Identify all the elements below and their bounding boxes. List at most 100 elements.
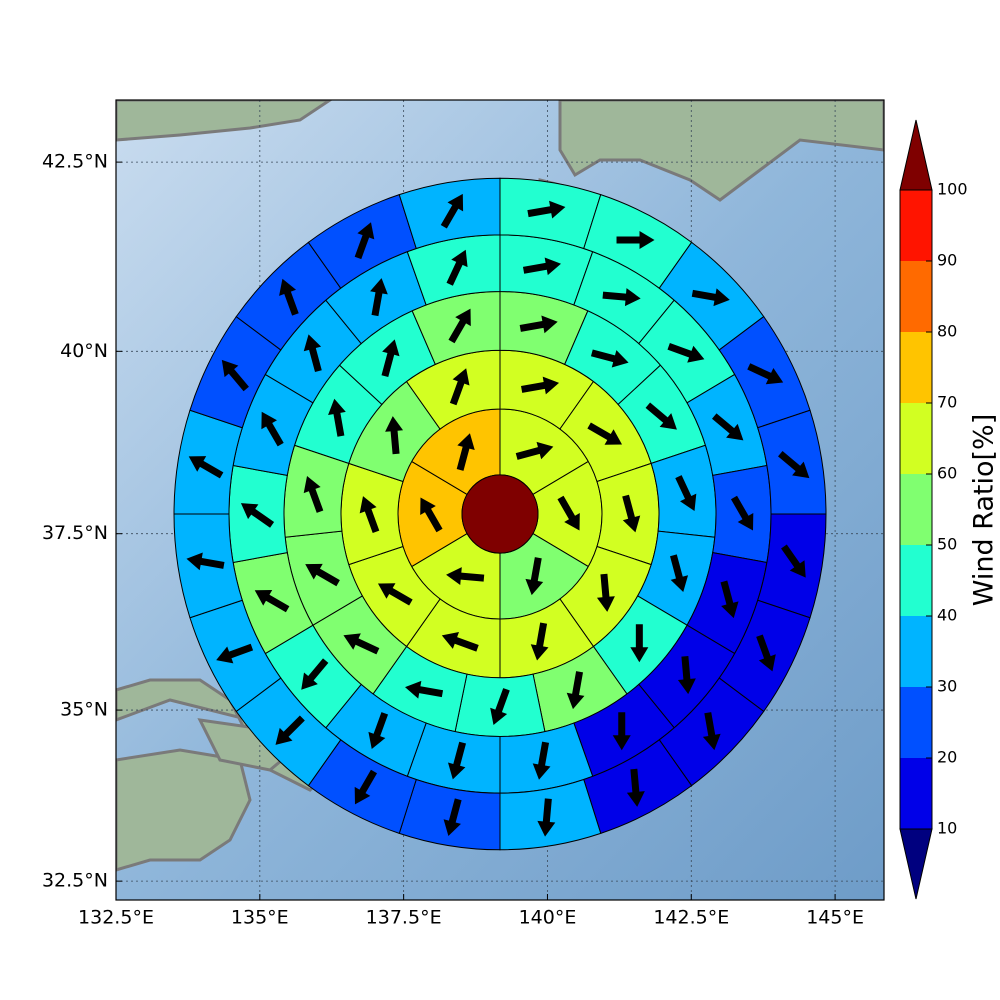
- wind-arrow: [730, 495, 754, 531]
- wind-arrow: [490, 688, 510, 725]
- wind-arrow: [527, 200, 566, 219]
- wind-arrow: [420, 497, 443, 533]
- wind-arrow: [645, 402, 677, 430]
- y-tick-label: 42.5°N: [42, 151, 108, 173]
- colorbar-over: [899, 119, 933, 191]
- wind-arrow: [602, 288, 641, 307]
- colorbar-segment: [900, 758, 932, 829]
- wind-arrow: [221, 359, 249, 392]
- wind-arrow: [557, 495, 580, 531]
- wind-arrow: [616, 231, 655, 250]
- wind-arrow: [626, 768, 645, 807]
- map-frame: [115, 99, 885, 901]
- colorbar-tick-label: 60: [937, 464, 957, 483]
- wind-arrow: [301, 658, 329, 690]
- colorbar-tick-label: 40: [937, 606, 957, 625]
- wind-arrow: [240, 503, 275, 528]
- wind-arrow: [261, 411, 284, 447]
- wind-arrow: [279, 278, 299, 316]
- wind-arrow: [216, 643, 254, 664]
- wind-arrow: [328, 398, 346, 437]
- colorbar-segment: [900, 474, 932, 545]
- x-tick-label: 137.5°E: [366, 907, 442, 929]
- wind-arrow: [447, 741, 467, 780]
- colorbar-tick-label: 50: [937, 535, 957, 554]
- wind-arrow: [254, 589, 290, 613]
- colorbar-segment: [900, 403, 932, 474]
- y-tick-label: 40°N: [60, 340, 108, 362]
- x-tick-label: 140°E: [519, 907, 577, 929]
- wind-arrow: [590, 349, 629, 368]
- wind-arrow: [675, 475, 697, 512]
- colorbar-frame: [899, 189, 933, 830]
- colorbar-label: Wind Ratio[%]: [969, 414, 1000, 606]
- wind-arrow: [515, 441, 554, 460]
- wind-arrow: [305, 563, 340, 587]
- colorbar: 10 20 30 40 50 60 70 80 90 100: [899, 119, 968, 900]
- colorbar-tick-label: 80: [937, 322, 957, 341]
- wind-arrow: [368, 712, 389, 750]
- x-tick-label: 145°E: [806, 907, 864, 929]
- wind-arrow: [443, 798, 462, 837]
- wind-arrow: [712, 413, 744, 441]
- x-tick-label: 132.5°E: [78, 907, 154, 929]
- wind-arrow: [446, 567, 485, 586]
- wind-arrow: [667, 342, 705, 363]
- wind-arrow: [781, 544, 806, 578]
- colorbar-tick-label: 90: [937, 251, 957, 270]
- wind-arrow: [303, 475, 324, 513]
- wind-arrow: [303, 334, 322, 373]
- wind-arrow: [612, 712, 631, 751]
- colorbar-segment: [900, 545, 932, 616]
- wind-arrow: [566, 671, 585, 710]
- center-disc: [461, 474, 539, 554]
- sectors: [173, 177, 827, 851]
- colorbar-tick-label: 100: [937, 180, 968, 199]
- wind-arrow: [622, 494, 641, 533]
- wind-arrow: [441, 632, 479, 652]
- wind-arrow: [449, 368, 470, 406]
- wind-arrow: [381, 339, 400, 378]
- wind-arrow: [359, 496, 380, 534]
- colorbar-tick-label: 10: [937, 819, 957, 838]
- wind-arrow: [448, 308, 471, 344]
- colorbar-under: [899, 828, 933, 900]
- wind-arrow: [525, 557, 544, 596]
- wind-arrow: [702, 712, 721, 751]
- wind-arrow: [343, 633, 380, 655]
- wind-arrow: [446, 249, 468, 286]
- x-tick-label: 135°E: [231, 907, 289, 929]
- wind-arrow: [522, 257, 561, 276]
- wind-arrow: [377, 583, 413, 606]
- wind-arrow: [530, 622, 549, 661]
- wind-arrow: [521, 376, 560, 395]
- wind-arrow: [756, 634, 776, 672]
- wind-arrow: [370, 278, 388, 317]
- wind-arrow: [691, 288, 730, 307]
- wind-arrow: [532, 741, 551, 780]
- colorbar-segment: [900, 616, 932, 687]
- wind-arrow: [519, 315, 558, 334]
- ticks: 132.5°E 135°E 137.5°E 140°E 142.5°E 145°E 32.5…: [42, 151, 864, 929]
- wind-arrow: [596, 573, 615, 612]
- wind-arrow: [720, 580, 739, 619]
- wind-arrow: [354, 222, 375, 260]
- arrows: [186, 193, 810, 837]
- x-tick-label: 142.5°E: [653, 907, 729, 929]
- y-tick-label: 35°N: [60, 699, 108, 721]
- colorbar-segment: [900, 332, 932, 403]
- y-tick-label: 37.5°N: [42, 522, 108, 544]
- wind-arrow: [587, 422, 623, 445]
- wind-arrow: [677, 655, 696, 695]
- colorbar-segment: [900, 261, 932, 332]
- colorbar-segment: [900, 190, 932, 261]
- wind-arrow: [537, 798, 556, 837]
- colorbar-tick-label: 20: [937, 748, 957, 767]
- wind-arrow: [670, 554, 689, 593]
- wind-arrow: [440, 193, 464, 229]
- y-tick-label: 32.5°N: [42, 870, 108, 892]
- wind-arrow: [778, 451, 810, 479]
- colorbar-segment: [900, 687, 932, 758]
- wind-arrow: [188, 456, 224, 479]
